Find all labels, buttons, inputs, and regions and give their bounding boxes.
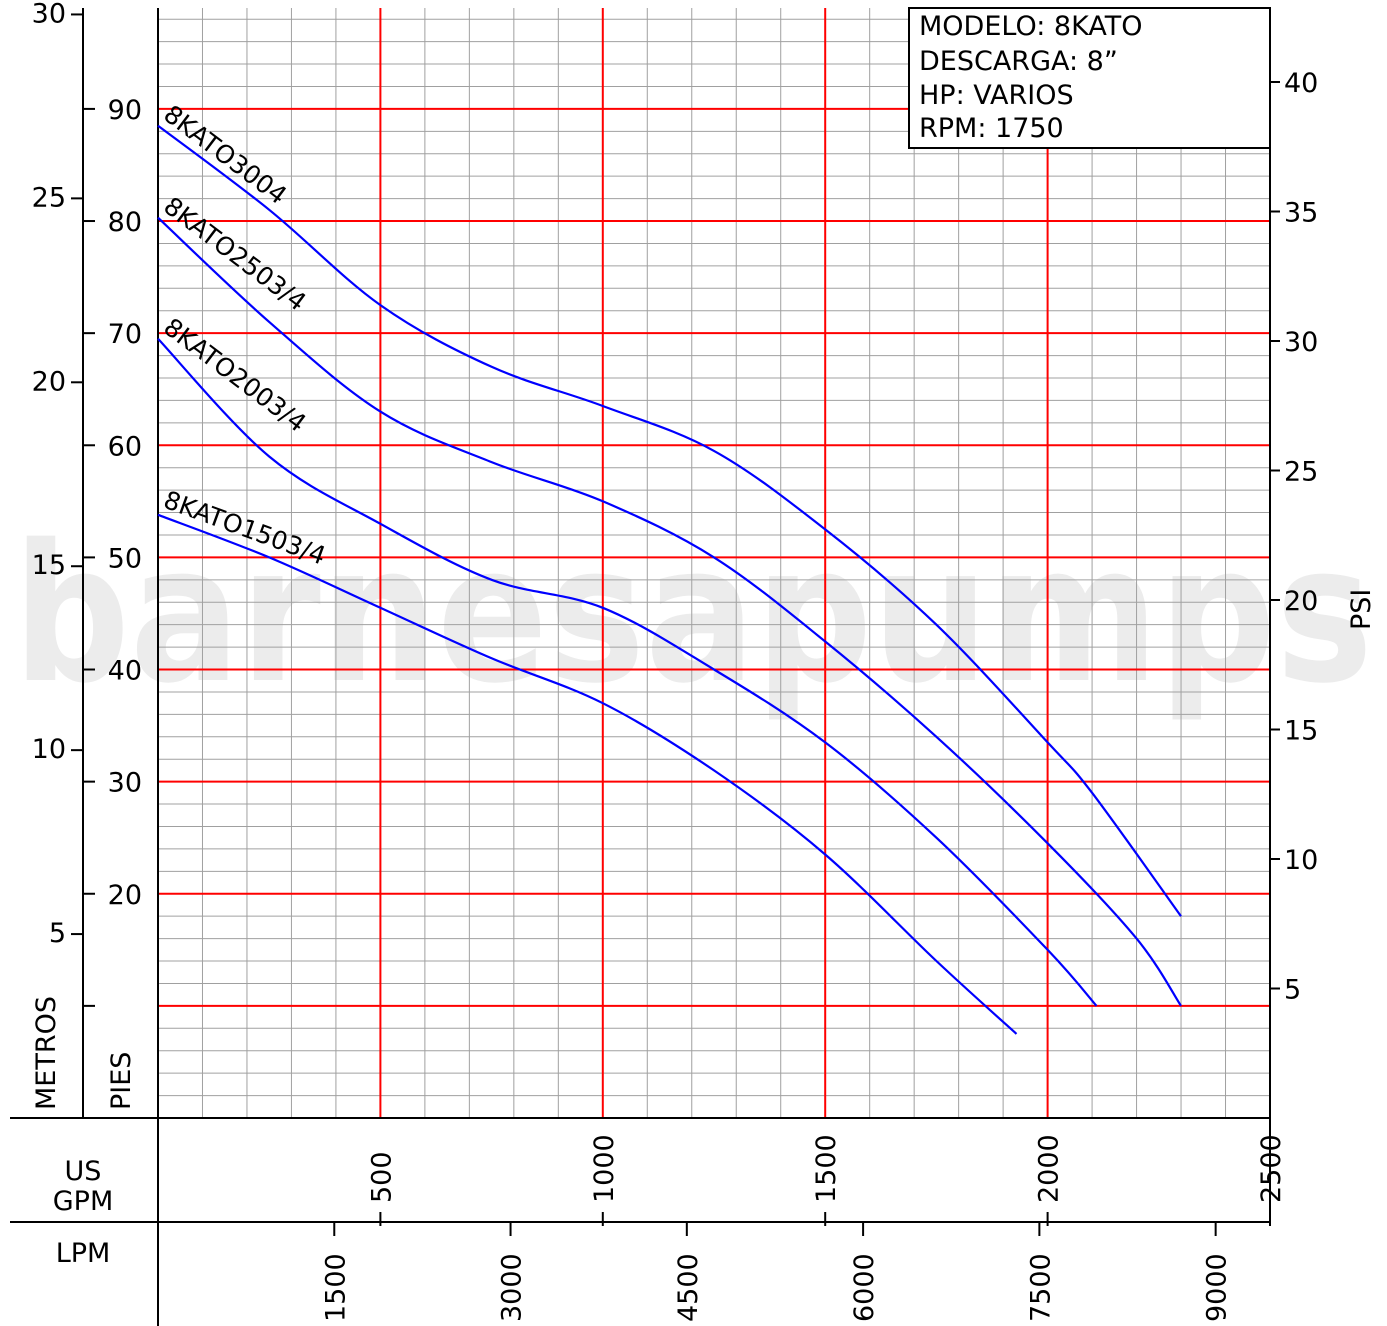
lpm-tick-label: 6000 [849, 1253, 880, 1322]
gpm-axis-label-line1: US [65, 1156, 102, 1187]
metros-tick-label: 30 [32, 0, 66, 29]
psi-tick-label: 40 [1284, 68, 1318, 99]
feet-tick-label: 30 [108, 768, 142, 799]
curve-8kato2503-4 [157, 216, 1182, 1007]
feet-tick-label: 70 [108, 319, 142, 350]
major-grid [158, 8, 1270, 1118]
gpm-axis-label-line2: GPM [53, 1186, 114, 1217]
curve-labels: 8KATO30048KATO2503/48KATO2003/48KATO1503… [158, 99, 329, 570]
watermark: barnesapumps [13, 504, 1373, 725]
psi-tick-label: 20 [1284, 586, 1318, 617]
psi-tick-label: 25 [1284, 457, 1318, 488]
metros-tick-label: 5 [49, 918, 66, 949]
gpm-tick-label: 2000 [1034, 1134, 1065, 1203]
metros-tick-label: 20 [32, 366, 66, 397]
lpm-tick-label: 4500 [673, 1253, 704, 1322]
metros-axis-label: METROS [31, 996, 62, 1110]
psi-tick-label: 35 [1284, 198, 1318, 229]
psi-tick-label: 10 [1284, 845, 1318, 876]
lpm-axis-label: LPM [56, 1238, 111, 1269]
curve-8kato1503-4 [157, 513, 1018, 1035]
gpm-tick-label: 1000 [589, 1134, 620, 1203]
metros-tick-label: 10 [32, 734, 66, 765]
info-rpm: RPM: 1750 [919, 113, 1064, 144]
metros-tick-label: 15 [32, 550, 66, 581]
feet-tick-label: 60 [108, 431, 142, 462]
feet-tick-label: 40 [108, 656, 142, 687]
curve-8kato3004 [157, 124, 1182, 917]
psi-tick-label: 30 [1284, 327, 1318, 358]
info-box-frame [908, 7, 1271, 149]
info-discharge: DESCARGA: 8” [919, 46, 1118, 77]
lpm-tick-label: 9000 [1202, 1253, 1233, 1322]
psi-axis-label: PSI [1346, 589, 1377, 630]
tick-marks [71, 13, 1280, 1236]
feet-tick-label: 80 [108, 207, 142, 238]
curve-label: 8KATO2003/4 [158, 312, 311, 437]
lpm-tick-label: 3000 [497, 1253, 528, 1322]
gpm-tick-label: 1500 [811, 1134, 842, 1203]
curve-label: 8KATO2503/4 [158, 191, 311, 316]
gpm-tick-label: 500 [366, 1151, 397, 1203]
info-model: MODELO: 8KATO [919, 11, 1142, 42]
axes-frame [10, 8, 1271, 1326]
feet-tick-label: 20 [108, 880, 142, 911]
feet-tick-label: 50 [108, 543, 142, 574]
lpm-tick-label: 7500 [1025, 1253, 1056, 1322]
pies-axis-label: PIES [106, 1052, 137, 1110]
psi-tick-label: 15 [1284, 716, 1318, 747]
lpm-tick-label: 1500 [320, 1253, 351, 1322]
metros-tick-label: 25 [32, 182, 66, 213]
tick-labels: 20 30 40 50 60 70 80 90 5 10 15 20 25 30 5 10 15 20 25 30 35… [32, 0, 1319, 1322]
info-hp: HP: VARIOS [919, 80, 1074, 111]
gpm-tick-label: 2500 [1256, 1134, 1287, 1203]
curve-8kato2003-4 [157, 338, 1098, 1007]
minor-grid [158, 8, 1270, 1118]
pump-curves [157, 124, 1182, 1035]
info-box: MODELO: 8KATO DESCARGA: 8” HP: VARIOS RP… [908, 7, 1271, 149]
psi-tick-label: 5 [1284, 975, 1301, 1006]
feet-tick-label: 90 [108, 95, 142, 126]
